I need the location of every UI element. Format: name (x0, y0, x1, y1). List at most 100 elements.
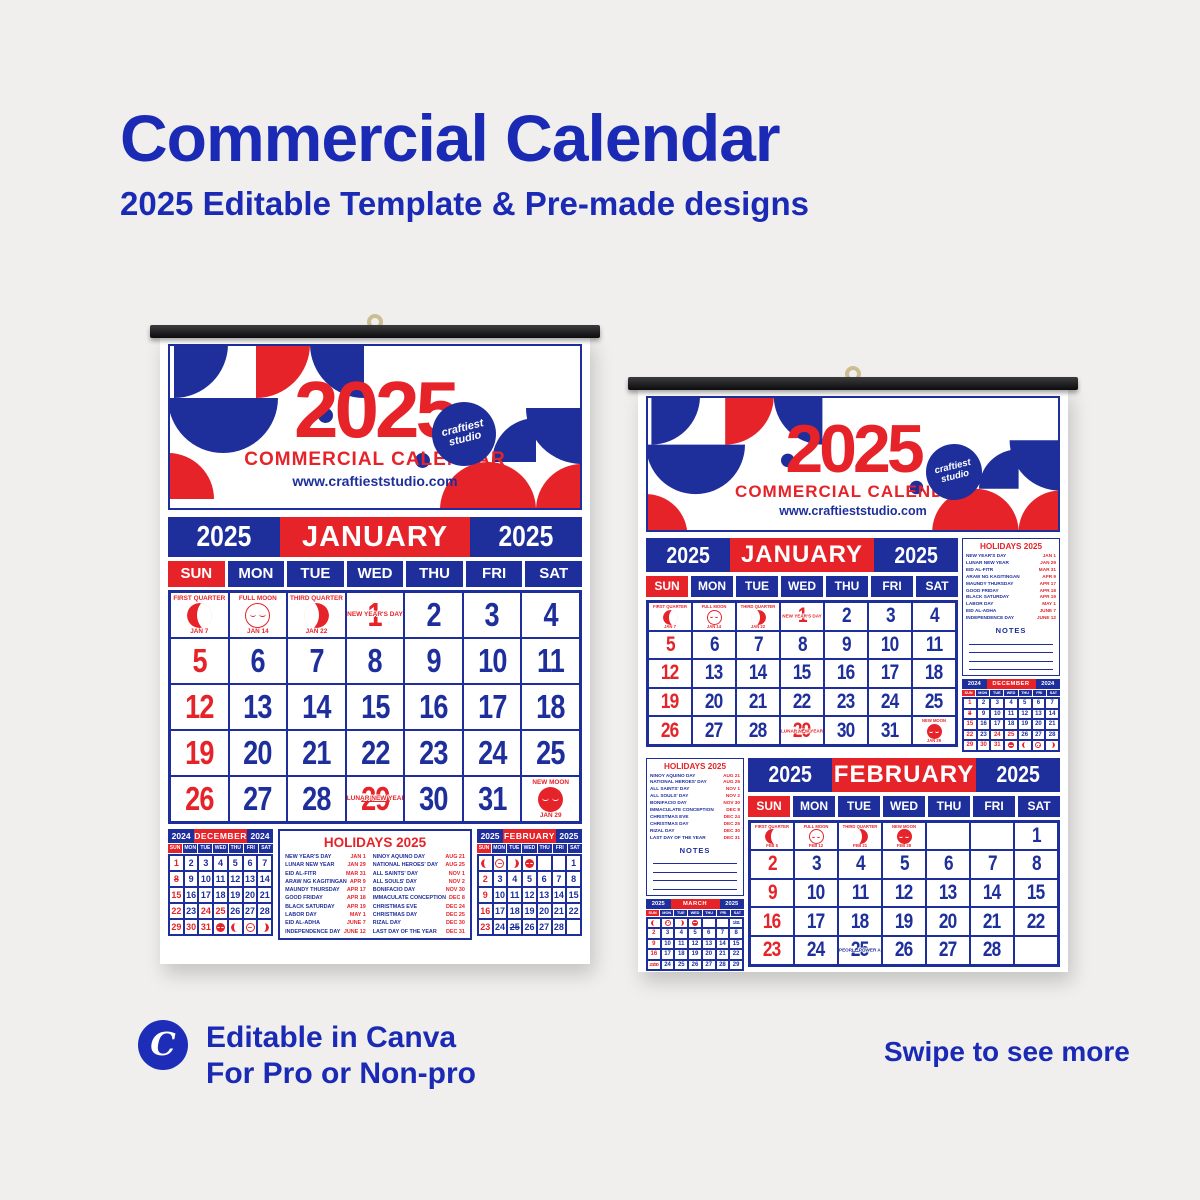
day-number: 18 (925, 661, 943, 685)
full-moon-icon (808, 829, 824, 845)
mini-month-name: DECEMBER (986, 679, 1036, 690)
mini-weekday-wed: WED (688, 909, 702, 916)
mini-weekday-mon: MON (492, 844, 507, 853)
mini-day-number: 28 (1048, 731, 1056, 738)
mini-day-number: 28 (719, 961, 726, 968)
mini-day-cell: 7 (715, 928, 730, 939)
weekday-tue: TUE (736, 576, 778, 597)
canva-note: C Editable in Canva For Pro or Non-pro (138, 1020, 476, 1092)
mini-day-number: 26 (691, 961, 699, 968)
month-bar-month: FEBRUARY (832, 757, 976, 792)
holiday-row: NATIONAL HEROES' DAY AUG 25 (373, 861, 465, 869)
mini-day-cell: 11 (213, 871, 228, 887)
mini-weekday-fri: FRI (552, 844, 567, 853)
new-moon-icon (216, 922, 226, 932)
mini-empty-cell (551, 855, 567, 871)
mini-day-number: 25 (677, 961, 685, 968)
day-number: 3 (485, 596, 500, 633)
moon-phase-cell: THIRD QUARTER JAN 22 (736, 602, 780, 631)
first-quarter-moon-icon (662, 609, 678, 625)
moon-eye (1038, 744, 1040, 746)
mini-weekday-wed: WED (522, 844, 537, 853)
holiday-name: NINOY AQUINO DAY (372, 854, 425, 860)
holiday-name: BONIFACIO DAY (372, 887, 416, 894)
mini-day-cell: 8 (169, 871, 184, 887)
day-cell: 12 (648, 659, 692, 688)
mini-day-number: 26 (1021, 731, 1029, 738)
day-cell: 26 (882, 935, 926, 965)
mini-weekday-row: SUN MON TUE WED THU FRI SAT (646, 909, 744, 916)
day-cell: 20 (228, 730, 288, 776)
mini-day-cell: 12 (1017, 708, 1032, 720)
mini-weekday-thu: THU (702, 909, 716, 916)
holiday-row: LUNAR NEW YEAR JAN 29 (285, 861, 366, 869)
mini-month-bar: 2025 MARCH 2025 (646, 898, 744, 909)
holiday-date: DEC 30 (446, 920, 465, 927)
mini-day-number: 20 (705, 951, 713, 958)
day-number: 12 (185, 688, 214, 725)
geometric-decoration-top-left (170, 346, 378, 504)
mini-day-number: 7 (262, 858, 268, 868)
day-number: 17 (807, 909, 825, 933)
mini-empty-cell (536, 855, 552, 871)
mini-day-number: 3 (995, 700, 999, 707)
day-number: 15 (793, 661, 811, 685)
month-bar-year-left: 2025 (768, 761, 812, 788)
holiday-date: NOV 2 (448, 878, 465, 885)
mini-day-number: 24 (494, 922, 505, 932)
holiday-row: CHRISTMAS DAY DEC 25 (373, 911, 465, 919)
holiday-row: LAST DAY OF THE YEAR DEC 31 (650, 835, 740, 842)
day-number: 20 (939, 909, 957, 933)
mini-weekday-sun: SUN (168, 844, 183, 853)
holiday-date: JAN 29 (1040, 559, 1056, 565)
mini-moon-cell (688, 917, 702, 929)
mini-moon-cell (257, 919, 273, 935)
day-cell: 1 (1014, 821, 1058, 851)
day-number: 23 (763, 938, 781, 962)
day-number: 24 (477, 734, 507, 771)
notes-lines (650, 855, 740, 893)
holiday-date: NOV 1 (448, 870, 465, 877)
holiday-date: JUNE 7 (346, 920, 366, 927)
calendar-mockup-right: 2025 COMMERCIAL CALENDAR www.craftiestst… (628, 364, 1078, 984)
moon-eye (695, 922, 698, 924)
mini-day-cell: 8 (566, 871, 581, 887)
moon-phase-cell: FULL MOON JAN 14 (228, 592, 288, 638)
mini-day-cell: 10 (660, 938, 675, 950)
holiday-row: NEW YEAR'S DAY JAN 1 (966, 553, 1056, 560)
mini-day-cell: 23 (183, 903, 199, 919)
holiday-row: NINOY AQUINO DAY AUG 21 (650, 773, 740, 780)
moon-phase-label: FULL MOON (803, 823, 829, 829)
mini-day-cell: 30 (183, 919, 199, 935)
mini-day-number: 22 (568, 906, 579, 916)
mini-day-number: 8 (734, 930, 738, 937)
mini-moon-cell (1004, 740, 1018, 751)
holiday-name: RIZAL DAY (372, 920, 401, 927)
mini-day-cell: 16 (647, 949, 661, 960)
day-cell: 3 (462, 592, 522, 638)
day-cell: 8 (1014, 850, 1058, 879)
mini-day-cell: 18 (1004, 719, 1018, 730)
holidays-list-second-half: NINOY AQUINO DAY AUG 21 NATIONAL HEROES' D… (650, 773, 740, 842)
moon-eye (816, 834, 821, 838)
day-number: 28 (302, 780, 331, 817)
mini-calendar-december: 2024 DECEMBER 2024 SUN MON TUE WED THU FRI SAT 1 2 3… (962, 679, 1060, 752)
mini-day-cell: 15 (963, 719, 977, 730)
day-number: 8 (797, 632, 808, 656)
weekday-wed: WED (346, 561, 404, 587)
holiday-date: DEC 30 (723, 827, 740, 833)
day-number: 19 (895, 909, 913, 933)
day-cell: 11 (912, 630, 956, 660)
january-grid: FIRST QUARTER JAN 7 FULL MOON JAN 14 THIRD Q… (168, 590, 582, 824)
day-number: 2 (767, 852, 778, 876)
day-cell: 5 (170, 638, 229, 684)
day-cell: 22 (345, 730, 405, 776)
weekday-wed: WED (883, 795, 925, 817)
holiday-date: MAR 31 (345, 870, 366, 877)
mini-day-cell: 12 (522, 887, 537, 903)
mini-day-cell: 28 (551, 919, 567, 935)
mini-day-number: 14 (719, 940, 726, 947)
day-cell: 16 (824, 659, 868, 688)
notes-line (969, 662, 1053, 671)
day-cell: 11 (838, 878, 882, 908)
